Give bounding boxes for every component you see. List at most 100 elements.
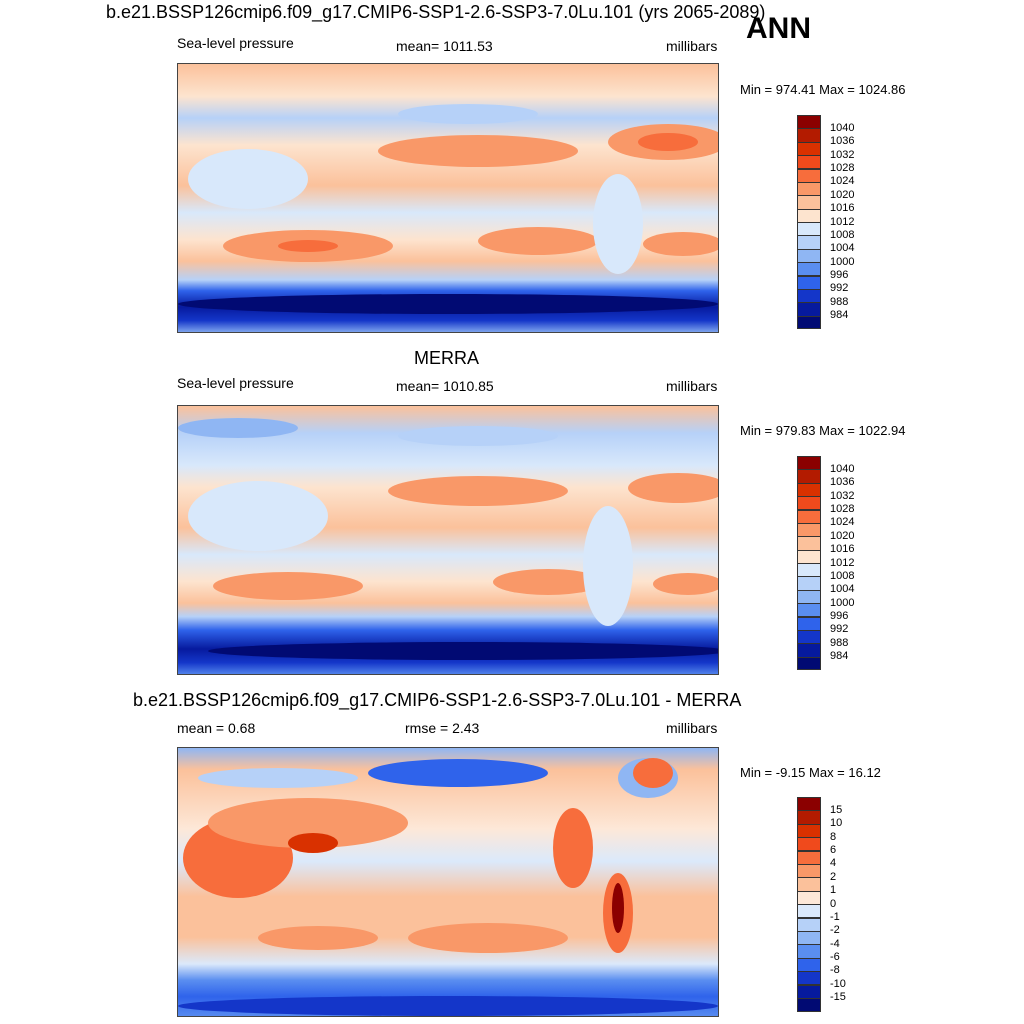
panel-3-colorbar-label: 15 — [830, 804, 843, 816]
panel-1-colorbar-label: 1028 — [830, 162, 855, 174]
panel-3-colorbar-label: 1 — [830, 884, 837, 896]
panel-3-colorbar-swatch — [797, 810, 821, 825]
panel-3-colorbar-swatch — [797, 823, 821, 839]
panel-3-colorbar-swatch — [797, 957, 821, 973]
panel-3-colorbar-label: -1 — [830, 911, 840, 923]
panel-2-colorbar-swatch — [797, 576, 821, 591]
panel-3-colorbar-label: -4 — [830, 938, 840, 950]
panel-3-colorbar-swatch — [797, 998, 821, 1012]
panel-2-units-label: millibars — [666, 378, 718, 394]
panel-3-map-field — [178, 748, 718, 1016]
panel-1-colorbar: 1040 1036 1032 1028 1024 1020 1016 1012 … — [797, 115, 854, 329]
panel-3-colorbar-label: 8 — [830, 831, 837, 843]
panel-1-colorbar-swatch — [797, 168, 821, 183]
panel-3-colorbar-label: -15 — [830, 991, 846, 1003]
panel-1-colorbar-swatch — [797, 195, 821, 210]
panel-1-units-label: millibars — [666, 38, 718, 54]
panel-2-map — [177, 405, 719, 675]
panel-1-colorbar-swatch — [797, 181, 821, 197]
panel-1-colorbar-label: 1016 — [830, 202, 855, 214]
panel-2-colorbar-swatch — [797, 656, 821, 670]
panel-2-colorbar-label: 1004 — [830, 583, 855, 595]
panel-2-colorbar-swatch — [797, 482, 821, 498]
panel-3-mean-label: mean = 0.68 — [177, 720, 256, 736]
panel-2-colorbar-label: 1000 — [830, 597, 855, 609]
panel-1-colorbar-label: 996 — [830, 269, 849, 281]
panel-2-mean-label: mean= 1010.85 — [396, 378, 494, 394]
panel-3-colorbar-swatch — [797, 850, 821, 865]
panel-3-units-label: millibars — [666, 720, 718, 736]
season-label: ANN — [746, 12, 811, 45]
panel-1-map — [177, 63, 719, 333]
panel-3-rmse-label: rmse = 2.43 — [405, 720, 480, 736]
panel-2-colorbar-label: 1032 — [830, 490, 855, 502]
panel-3-map — [177, 747, 719, 1017]
panel-3-colorbar-swatch — [797, 837, 821, 852]
panel-2-colorbar-swatch — [797, 629, 821, 645]
panel-2-colorbar-swatch — [797, 643, 821, 658]
panel-1-colorbar-label: 1040 — [830, 122, 855, 134]
panel-3-colorbar-label: -2 — [830, 924, 840, 936]
panel-1-colorbar-swatch — [797, 288, 821, 304]
panel-2-map-field — [178, 406, 718, 674]
panel-1-minmax: Min = 974.41 Max = 1024.86 — [740, 82, 906, 97]
panel-1-colorbar-swatch — [797, 141, 821, 157]
panel-2-colorbar-label: 1012 — [830, 557, 855, 569]
panel-1-map-field — [178, 64, 718, 332]
panel-1-colorbar-swatch — [797, 208, 821, 223]
panel-2-colorbar-swatch — [797, 603, 821, 618]
panel-2-colorbar-label: 988 — [830, 637, 849, 649]
panel-2-colorbar-swatch — [797, 496, 821, 511]
panel-2-colorbar-swatch — [797, 456, 821, 471]
panel-3-colorbar: 15 10 8 6 4 2 1 0 -1 -2 -4 -6 -8 -10 -15 — [797, 797, 846, 1012]
panel-2-colorbar-swatch — [797, 469, 821, 484]
panel-3-colorbar-label: -8 — [830, 964, 840, 976]
panel-1-colorbar-label: 1032 — [830, 149, 855, 161]
panel-2-colorbar-swatch — [797, 616, 821, 631]
panel-2-colorbar-label: 1036 — [830, 476, 855, 488]
panel-2-minmax: Min = 979.83 Max = 1022.94 — [740, 423, 906, 438]
panel-3-colorbar-swatch — [797, 984, 821, 999]
panel-3-colorbar-label: 6 — [830, 844, 837, 856]
panel-1-colorbar-swatch — [797, 275, 821, 290]
panel-1-colorbar-label: 992 — [830, 282, 849, 294]
panel-3-colorbar-swatch — [797, 931, 821, 946]
panel-2-colorbar-label: 1016 — [830, 543, 855, 555]
panel-3-colorbar-swatch — [797, 971, 821, 986]
panel-2-colorbar-label: 1008 — [830, 570, 855, 582]
panel-3-colorbar-label: 4 — [830, 857, 837, 869]
panel-3-title: b.e21.BSSP126cmip6.f09_g17.CMIP6-SSP1-2.… — [133, 690, 742, 710]
panel-2-colorbar-swatch — [797, 536, 821, 551]
panel-1-colorbar-label: 1012 — [830, 216, 855, 228]
panel-1-colorbar-swatch — [797, 248, 821, 264]
panel-3-colorbar-label: -6 — [830, 951, 840, 963]
panel-2-colorbar-label: 1020 — [830, 530, 855, 542]
panel-1-colorbar-label: 1020 — [830, 189, 855, 201]
panel-1-colorbar-swatch — [797, 302, 821, 317]
panel-3-colorbar-label: 0 — [830, 898, 837, 910]
panel-3-colorbar-swatch — [797, 904, 821, 919]
panel-3-colorbar-label: 2 — [830, 871, 837, 883]
panel-3-colorbar-label: -10 — [830, 978, 846, 990]
panel-3-colorbar-swatch — [797, 797, 821, 812]
panel-2-colorbar-swatch — [797, 522, 821, 538]
panel-2-colorbar-label: 1040 — [830, 463, 855, 475]
panel-2-colorbar-swatch — [797, 509, 821, 524]
panel-1-colorbar-swatch — [797, 115, 821, 130]
panel-1-colorbar-label: 1036 — [830, 135, 855, 147]
panel-1-colorbar-label: 988 — [830, 296, 849, 308]
panel-2-colorbar-swatch — [797, 563, 821, 578]
panel-2-colorbar: 1040 1036 1032 1028 1024 1020 1016 1012 … — [797, 456, 854, 670]
panel-1-mean-label: mean= 1011.53 — [396, 38, 493, 54]
panel-3-colorbar-swatch — [797, 944, 821, 959]
panel-1-colorbar-swatch — [797, 222, 821, 237]
panel-1-colorbar-label: 984 — [830, 309, 849, 321]
figure-title: b.e21.BSSP126cmip6.f09_g17.CMIP6-SSP1-2.… — [106, 2, 766, 22]
panel-1-colorbar-label: 1024 — [830, 175, 855, 187]
panel-1-variable-label: Sea-level pressure — [177, 35, 294, 51]
panel-3-colorbar-label: 10 — [830, 817, 843, 829]
panel-2-colorbar-label: 1028 — [830, 503, 855, 515]
panel-3-colorbar-swatch — [797, 890, 821, 906]
panel-2-colorbar-label: 992 — [830, 623, 849, 635]
panel-2-colorbar-swatch — [797, 589, 821, 605]
